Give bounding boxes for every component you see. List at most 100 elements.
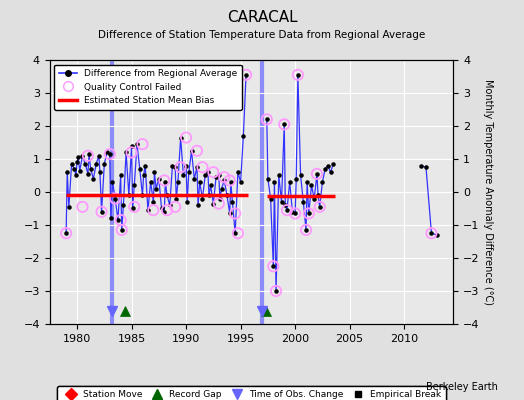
- Point: [73, 159, 81, 166]
- Point: [324, 162, 332, 169]
- Point: [231, 210, 239, 217]
- Point: [321, 166, 329, 172]
- Point: [130, 204, 138, 210]
- Point: [264, 176, 272, 182]
- Point: [146, 179, 155, 185]
- Point: [62, 230, 70, 236]
- Point: [190, 176, 199, 182]
- Point: [427, 230, 435, 236]
- Point: [293, 72, 302, 78]
- Point: [122, 149, 130, 156]
- Point: [89, 176, 97, 182]
- Point: [303, 179, 311, 185]
- Point: [64, 204, 73, 210]
- Point: [138, 192, 147, 198]
- Point: [315, 204, 324, 210]
- Point: [292, 176, 300, 182]
- Point: [182, 134, 190, 141]
- Point: [307, 182, 315, 188]
- Point: [184, 169, 193, 175]
- Text: Berkeley Earth: Berkeley Earth: [426, 382, 498, 392]
- Point: [74, 154, 82, 160]
- Point: [108, 179, 117, 185]
- Point: [141, 162, 149, 169]
- Point: [286, 179, 294, 185]
- Legend: Station Move, Record Gap, Time of Obs. Change, Empirical Break: Station Move, Record Gap, Time of Obs. C…: [57, 386, 446, 400]
- Point: [314, 192, 322, 198]
- Point: [205, 192, 213, 198]
- Point: [313, 171, 321, 177]
- Point: [433, 232, 441, 238]
- Point: [97, 209, 106, 215]
- Point: [111, 195, 119, 202]
- Point: [215, 172, 223, 179]
- Point: [201, 172, 210, 179]
- Point: [171, 164, 179, 170]
- Point: [291, 210, 299, 217]
- Point: [242, 72, 250, 78]
- Point: [204, 169, 212, 175]
- Point: [163, 192, 171, 198]
- Point: [422, 164, 430, 170]
- Point: [97, 209, 106, 215]
- Point: [116, 172, 125, 179]
- Point: [198, 164, 206, 170]
- Point: [263, 116, 271, 122]
- Point: [139, 172, 148, 179]
- Point: [127, 142, 136, 149]
- Point: [270, 179, 279, 185]
- Point: [150, 169, 159, 175]
- Point: [149, 199, 158, 205]
- Point: [283, 207, 291, 213]
- Point: [269, 263, 278, 270]
- Point: [293, 72, 302, 78]
- Point: [105, 151, 114, 157]
- Point: [280, 121, 288, 128]
- Point: [95, 152, 103, 159]
- Point: [177, 164, 185, 170]
- Point: [96, 169, 104, 175]
- Point: [84, 152, 92, 159]
- Point: [174, 179, 182, 185]
- Point: [310, 195, 319, 202]
- Point: [161, 179, 170, 185]
- Point: [302, 227, 310, 233]
- Point: [125, 192, 133, 198]
- Point: [130, 182, 138, 188]
- Point: [81, 161, 90, 167]
- Point: [280, 121, 288, 128]
- Point: [84, 171, 92, 177]
- Point: [68, 161, 76, 167]
- Point: [193, 164, 201, 170]
- Point: [78, 204, 86, 210]
- Point: [195, 179, 204, 185]
- Point: [63, 169, 71, 175]
- Point: [183, 199, 191, 205]
- Point: [272, 288, 280, 294]
- Point: [226, 179, 235, 185]
- Point: [198, 195, 206, 202]
- Point: [277, 199, 286, 205]
- Point: [281, 202, 290, 208]
- Point: [70, 166, 79, 172]
- Point: [163, 207, 171, 213]
- Text: CARACAL: CARACAL: [227, 10, 297, 25]
- Point: [299, 199, 308, 205]
- Point: [194, 202, 202, 208]
- Point: [128, 205, 137, 212]
- Point: [326, 169, 335, 175]
- Y-axis label: Monthly Temperature Anomaly Difference (°C): Monthly Temperature Anomaly Difference (…: [483, 79, 494, 305]
- Point: [329, 161, 337, 167]
- Point: [269, 263, 278, 270]
- Point: [266, 195, 275, 202]
- Point: [236, 179, 245, 185]
- Point: [107, 215, 115, 222]
- Point: [234, 230, 242, 236]
- Point: [234, 169, 242, 175]
- Point: [275, 172, 283, 179]
- Point: [149, 207, 158, 213]
- Point: [417, 162, 425, 169]
- Point: [119, 202, 127, 208]
- Point: [117, 227, 126, 233]
- Point: [152, 186, 160, 192]
